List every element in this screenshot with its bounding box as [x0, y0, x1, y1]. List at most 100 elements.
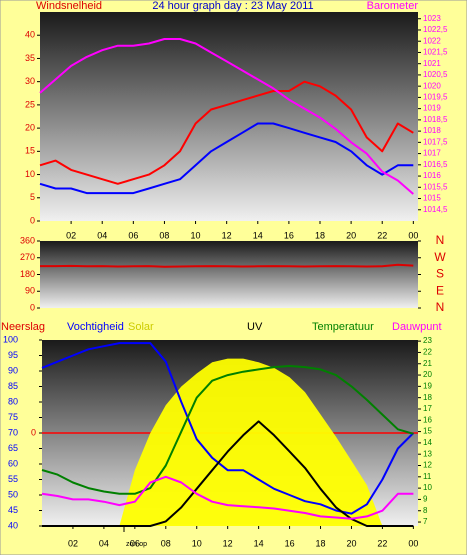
y-tick-label: 100: [3, 334, 18, 344]
y2-tick-label: N: [436, 300, 445, 314]
y2-tick-label: S: [436, 267, 444, 281]
y2-tick-label: 7: [423, 517, 428, 526]
y-tick-label: 20: [25, 122, 35, 132]
x-tick-label: 10: [192, 538, 202, 548]
x-tick-label: 14: [254, 538, 264, 548]
y-tick-label: 55: [8, 474, 18, 484]
y-tick-label: 35: [25, 53, 35, 63]
y2-tick-label: E: [436, 283, 444, 297]
y2-tick-label: 9: [423, 495, 428, 504]
sunrise-label: zon op: [126, 541, 147, 548]
series-line: [39, 80, 414, 185]
series-line: [39, 38, 414, 195]
x-tick-label: 04: [99, 538, 109, 548]
y-tick-label: 65: [8, 443, 18, 453]
y2-tick-label: 1018,5: [423, 115, 448, 124]
y-tick-label: 90: [8, 365, 18, 375]
y2-tick-label: 1018: [423, 126, 441, 135]
x-tick-label: 08: [159, 230, 169, 240]
y2-tick-label: 19: [423, 381, 432, 390]
y-tick-label: 25: [25, 99, 35, 109]
x-tick-label: 04: [97, 230, 107, 240]
y-tick-label: 40: [25, 30, 35, 40]
y-tick-label: 70: [8, 427, 18, 437]
y2-tick-label: 1014,5: [423, 205, 448, 214]
x-tick-label: 06: [128, 230, 138, 240]
legend-entry: Vochtigheid: [67, 321, 124, 333]
y-tick-label: 75: [8, 412, 18, 422]
y-tick-label: 10: [25, 169, 35, 179]
y2-tick-label: 1019,5: [423, 93, 448, 102]
y-tick-label: 0: [30, 215, 35, 225]
legend-entry: Temperatuur: [312, 321, 374, 333]
y-tick-label: 40: [8, 520, 18, 530]
y2-tick-label: 1022: [423, 36, 441, 45]
x-tick-label: 18: [316, 538, 326, 548]
x-tick-label: 00: [408, 538, 418, 548]
y2-tick-label: 23: [423, 336, 432, 345]
area: [42, 358, 414, 526]
y-tick-label: 180: [20, 269, 35, 279]
y2-tick-label: 1020,5: [423, 70, 448, 79]
y-tick-label: 270: [20, 252, 35, 262]
y-tick-label: 80: [8, 396, 18, 406]
y2-tick-label: 1021: [423, 59, 441, 68]
series-line: [41, 342, 415, 515]
y2-tick-label: 1022,5: [423, 25, 448, 34]
x-tick-label: 20: [346, 538, 356, 548]
x-tick-label: 02: [68, 538, 78, 548]
y2-tick-label: 11: [423, 472, 432, 481]
y2-tick-label: 1017,5: [423, 137, 448, 146]
x-tick-label: 22: [377, 230, 387, 240]
series-line: [39, 122, 414, 195]
x-tick-label: 20: [346, 230, 356, 240]
y2-tick-label: 1017: [423, 149, 441, 158]
y2-tick-label: 8: [423, 506, 428, 515]
y2-tick-label: 1023: [423, 14, 441, 23]
y2-tick-label: 1016,5: [423, 160, 448, 169]
y-tick-label: 15: [25, 146, 35, 156]
y2-tick-label: 10: [423, 483, 432, 492]
y-label: Windsnelheid: [36, 0, 102, 12]
plot-area: [40, 241, 418, 308]
legend-entry: Dauwpunt: [392, 321, 442, 333]
y-tick-label: 360: [20, 235, 35, 245]
y2-tick-label: W: [434, 250, 446, 264]
y2-tick-label: 12: [423, 461, 432, 470]
y2-tick-label: 18: [423, 393, 432, 402]
y-tick-label: 60: [8, 458, 18, 468]
y2-tick-label: 1021,5: [423, 48, 448, 57]
x-tick-label: 14: [253, 230, 263, 240]
y-tick-label: 0: [30, 302, 35, 312]
legend-entry: UV: [247, 321, 263, 333]
series-line: [41, 365, 414, 495]
y-tick-label: 90: [25, 286, 35, 296]
x-tick-label: 12: [222, 230, 232, 240]
y2-tick-label: 1019: [423, 104, 441, 113]
series-line: [40, 263, 414, 268]
y2-tick-label: 16: [423, 415, 432, 424]
x-tick-label: 22: [377, 538, 387, 548]
rain-label: Neerslag: [1, 321, 45, 333]
x-tick-label: 08: [161, 538, 171, 548]
x-tick-label: 02: [66, 230, 76, 240]
y-tick-label: 95: [8, 350, 18, 360]
rain-tick-label: 0: [31, 427, 36, 437]
y2-tick-label: 17: [423, 404, 432, 413]
x-tick-label: 10: [191, 230, 201, 240]
x-tick-label: 06: [130, 538, 140, 548]
x-tick-label: 12: [223, 538, 233, 548]
y-tick-label: 50: [8, 489, 18, 499]
y2-tick-label: N: [436, 233, 445, 247]
y2-tick-label: 20: [423, 370, 432, 379]
y2-label: Barometer: [367, 0, 419, 12]
y2-tick-label: 22: [423, 348, 432, 357]
y-tick-label: 45: [8, 505, 18, 515]
y2-tick-label: 14: [423, 438, 432, 447]
y2-tick-label: 1016: [423, 171, 441, 180]
legend-entry: Solar: [128, 321, 154, 333]
x-tick-label: 16: [284, 230, 294, 240]
x-tick-label: 00: [408, 230, 418, 240]
y2-tick-label: 1015: [423, 194, 441, 203]
